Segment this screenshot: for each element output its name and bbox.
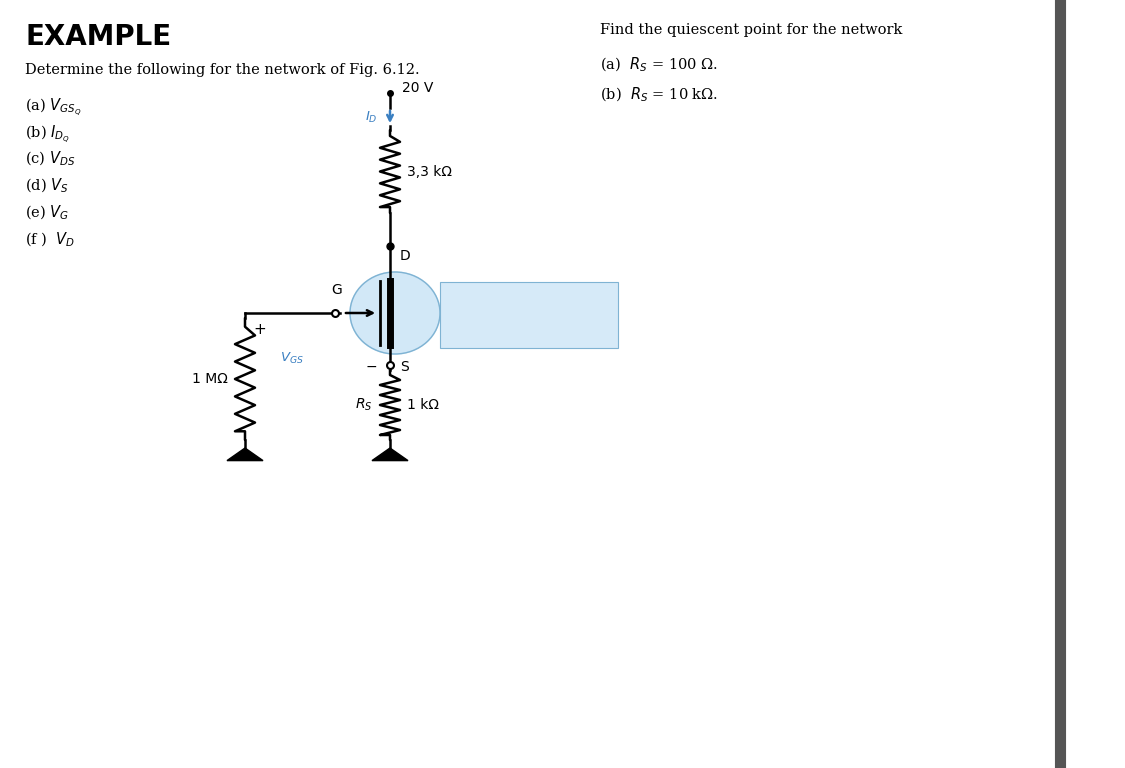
Text: S: S bbox=[400, 360, 408, 374]
Polygon shape bbox=[227, 448, 263, 461]
Text: $I_{DSS}$ = 8 mA: $I_{DSS}$ = 8 mA bbox=[448, 291, 528, 307]
Text: (b) $I_{D_Q}$: (b) $I_{D_Q}$ bbox=[25, 123, 70, 144]
Text: Determine the following for the network of Fig. 6.12.: Determine the following for the network … bbox=[25, 63, 420, 77]
Text: (d) $V_S$: (d) $V_S$ bbox=[25, 177, 69, 195]
Text: $R_S$: $R_S$ bbox=[356, 397, 374, 413]
Text: $I_D$: $I_D$ bbox=[366, 110, 378, 124]
Text: +: + bbox=[253, 323, 267, 337]
Text: (a)  $R_S$ = 100 Ω.: (a) $R_S$ = 100 Ω. bbox=[600, 56, 718, 74]
Text: (a) $V_{GS_Q}$: (a) $V_{GS_Q}$ bbox=[25, 96, 81, 118]
Text: $V_{GS}$: $V_{GS}$ bbox=[280, 351, 304, 366]
Text: D: D bbox=[400, 249, 411, 263]
Text: G: G bbox=[332, 283, 342, 297]
FancyBboxPatch shape bbox=[440, 282, 618, 348]
Text: Find the quiescent point for the network: Find the quiescent point for the network bbox=[600, 23, 902, 37]
Polygon shape bbox=[372, 448, 408, 461]
Text: 1 MΩ: 1 MΩ bbox=[192, 372, 228, 386]
Text: −: − bbox=[366, 360, 382, 374]
Ellipse shape bbox=[350, 272, 440, 354]
Text: 20 V: 20 V bbox=[402, 81, 433, 95]
Text: (b)  $R_S$ = 10 kΩ.: (b) $R_S$ = 10 kΩ. bbox=[600, 86, 718, 104]
Text: 1 kΩ: 1 kΩ bbox=[407, 398, 439, 412]
Text: (f )  $V_D$: (f ) $V_D$ bbox=[25, 231, 75, 250]
Text: $V_p$ = −6 V: $V_p$ = −6 V bbox=[448, 316, 519, 334]
Text: (c) $V_{DS}$: (c) $V_{DS}$ bbox=[25, 150, 75, 168]
Text: (e) $V_G$: (e) $V_G$ bbox=[25, 204, 69, 223]
Text: 3,3 kΩ: 3,3 kΩ bbox=[407, 164, 452, 178]
Text: EXAMPLE: EXAMPLE bbox=[25, 23, 171, 51]
